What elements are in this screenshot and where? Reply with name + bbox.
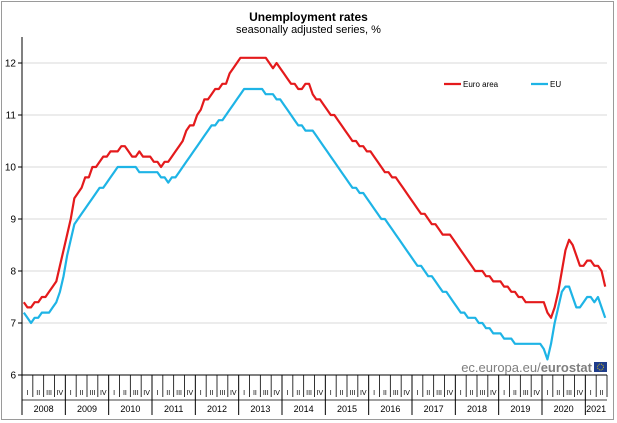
y-tick-label: 12 xyxy=(5,59,17,70)
x-quarter-label: I xyxy=(546,390,548,397)
x-year-label: 2012 xyxy=(207,404,227,414)
x-quarter-label: III xyxy=(263,390,269,397)
x-quarter-label: III xyxy=(393,390,399,397)
x-quarter-label: I xyxy=(590,390,592,397)
x-year-label: 2016 xyxy=(380,404,400,414)
x-quarter-label: I xyxy=(286,390,288,397)
x-quarter-label: I xyxy=(503,390,505,397)
x-quarter-label: IV xyxy=(403,390,410,397)
x-quarter-label: I xyxy=(26,390,28,397)
x-quarter-label: IV xyxy=(447,390,454,397)
legend-label-eu: EU xyxy=(550,80,561,89)
y-tick-label: 7 xyxy=(10,319,16,330)
x-quarter-label: I xyxy=(373,390,375,397)
x-quarter-label: II xyxy=(80,390,84,397)
x-quarter-label: I xyxy=(460,390,462,397)
x-quarter-label: II xyxy=(383,390,387,397)
x-quarter-label: IV xyxy=(57,390,64,397)
x-quarter-label: I xyxy=(416,390,418,397)
x-quarter-label: III xyxy=(479,390,485,397)
source-url: ec.europa.eu/eurostat xyxy=(461,360,592,375)
x-quarter-label: III xyxy=(523,390,529,397)
x-quarter-label: I xyxy=(70,390,72,397)
x-year-label: 2011 xyxy=(164,404,183,414)
x-quarter-label: IV xyxy=(577,390,584,397)
x-quarter-label: IV xyxy=(273,390,280,397)
x-quarter-label: III xyxy=(219,390,225,397)
series-line-eu xyxy=(22,87,607,361)
x-quarter-label: IV xyxy=(317,390,324,397)
chart-subtitle: seasonally adjusted series, % xyxy=(236,24,381,36)
x-year-label: 2018 xyxy=(467,404,487,414)
x-quarter-label: II xyxy=(210,390,214,397)
x-year-label: 2014 xyxy=(294,404,314,414)
gridlines xyxy=(22,62,607,324)
x-quarter-label: III xyxy=(306,390,312,397)
x-quarter-label: II xyxy=(36,390,40,397)
x-year-label: 2008 xyxy=(34,404,54,414)
x-quarter-label: II xyxy=(253,390,257,397)
x-quarter-label: II xyxy=(426,390,430,397)
x-quarter-label: III xyxy=(89,390,95,397)
x-quarter-label: III xyxy=(176,390,182,397)
x-year-label: 2020 xyxy=(554,404,574,414)
x-quarter-label: IV xyxy=(533,390,540,397)
x-quarter-label: III xyxy=(133,390,139,397)
x-year-label: 2021 xyxy=(586,404,606,414)
source-brand: eurostat xyxy=(541,360,593,375)
x-quarter-label: IV xyxy=(490,390,497,397)
x-quarter-label: III xyxy=(349,390,355,397)
x-quarter-label: II xyxy=(513,390,517,397)
eu-flag-icon xyxy=(594,362,607,372)
x-quarter-label: III xyxy=(566,390,572,397)
x-year-label: 2013 xyxy=(250,404,270,414)
source-watermark: ec.europa.eu/eurostat xyxy=(461,360,607,375)
x-quarter-label: II xyxy=(123,390,127,397)
x-quarter-label: III xyxy=(436,390,442,397)
x-quarter-label: I xyxy=(330,390,332,397)
x-quarter-label: II xyxy=(340,390,344,397)
x-quarter-label: I xyxy=(243,390,245,397)
x-quarter-label: II xyxy=(556,390,560,397)
series-lines xyxy=(22,56,607,361)
y-tick-label: 10 xyxy=(5,163,17,174)
source-url-prefix: ec.europa.eu/ xyxy=(461,360,541,375)
y-tick-label: 8 xyxy=(10,267,16,278)
x-year-label: 2009 xyxy=(77,404,97,414)
x-quarter-label: IV xyxy=(187,390,194,397)
x-quarter-label: II xyxy=(600,390,604,397)
x-quarter-label: IV xyxy=(230,390,237,397)
x-quarter-label: I xyxy=(113,390,115,397)
legend: Euro area EU xyxy=(444,80,561,89)
x-quarter-label: IV xyxy=(100,390,107,397)
x-year-label: 2019 xyxy=(510,404,530,414)
y-tick-label: 9 xyxy=(10,215,16,226)
chart-title: Unemployment rates xyxy=(249,10,368,24)
x-year-label: 2017 xyxy=(424,404,444,414)
x-quarter-label: III xyxy=(46,390,52,397)
x-year-label: 2015 xyxy=(337,404,357,414)
x-quarter-label: IV xyxy=(360,390,367,397)
x-quarter-label: II xyxy=(296,390,300,397)
x-quarter-label: II xyxy=(166,390,170,397)
x-quarter-label: I xyxy=(156,390,158,397)
x-quarter-label: IV xyxy=(143,390,150,397)
legend-label-euro-area: Euro area xyxy=(463,80,499,89)
eu-flag-stars-icon xyxy=(597,363,604,371)
y-tick-label: 6 xyxy=(10,371,16,382)
x-year-label: 2010 xyxy=(120,404,140,414)
series-line-euro-area xyxy=(22,56,607,319)
x-quarter-label: II xyxy=(470,390,474,397)
x-quarter-label: I xyxy=(200,390,202,397)
y-tick-label: 11 xyxy=(6,111,17,122)
